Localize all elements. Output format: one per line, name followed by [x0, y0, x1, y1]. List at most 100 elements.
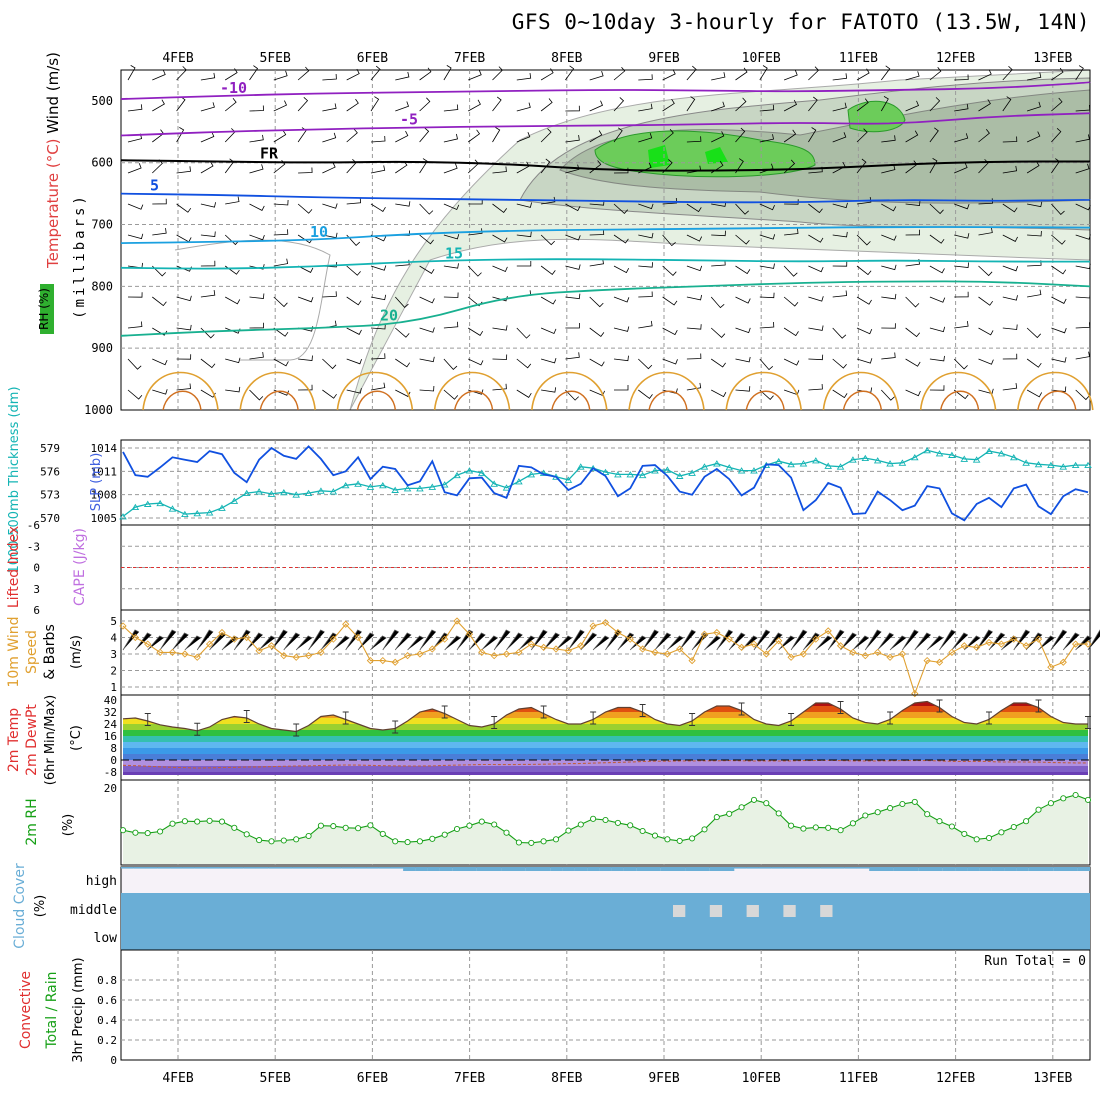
- wind-barb: [419, 234, 434, 245]
- wind-barb: [419, 385, 435, 392]
- rh-point: [515, 839, 522, 846]
- wind10m-point: [775, 637, 783, 645]
- isotherm-label: FR: [260, 144, 279, 162]
- wind-barb: [1075, 163, 1090, 174]
- wind-barb: [929, 158, 938, 174]
- wind-barb: [711, 389, 727, 398]
- rh-point: [1060, 795, 1067, 802]
- temp-units: (°C): [69, 725, 84, 751]
- temp-minmax-bar: [788, 713, 795, 726]
- thickness-point: [614, 471, 622, 478]
- wind-barb: [249, 65, 259, 81]
- wind-barb: [1026, 389, 1043, 398]
- wind-barb: [370, 294, 387, 301]
- wind-barb: [589, 100, 604, 112]
- thickness-point: [737, 467, 746, 474]
- temp-ylabel-b: 2m DewPt: [24, 704, 40, 776]
- wind-barb: [273, 130, 287, 143]
- cloud-high-cell: [881, 867, 894, 871]
- wind-barb: [224, 234, 240, 246]
- upper-air-ylabel: Temperature (°C) Wind (m/s): [44, 52, 62, 269]
- wind-barb: [1002, 383, 1018, 391]
- wind-barb: [711, 101, 725, 112]
- wind10m-barb: [308, 629, 325, 651]
- wind10m-barb: [840, 632, 857, 651]
- rh-point: [355, 825, 362, 832]
- wind-barb: [978, 358, 994, 365]
- cloud-high-cell: [648, 867, 661, 871]
- temp-tick: 32: [104, 706, 117, 719]
- wind10m-point: [626, 635, 634, 643]
- wind10m-barb: [926, 635, 944, 651]
- wind-barb: [298, 384, 313, 391]
- wind10m-point: [515, 648, 523, 656]
- rh-point: [614, 819, 621, 826]
- wind-barb: [1051, 327, 1067, 334]
- wind-barb: [1075, 351, 1090, 360]
- wind-barb: [735, 203, 749, 215]
- thickness-point: [985, 447, 993, 455]
- rh-point: [639, 827, 646, 835]
- wind10m-barb: [1075, 635, 1092, 651]
- thickness-point: [911, 453, 919, 461]
- wind-barb: [710, 296, 725, 309]
- wind-barb: [346, 265, 361, 276]
- wind-barb: [905, 327, 921, 338]
- wind-barb: [322, 291, 337, 298]
- thickness-point: [490, 480, 498, 487]
- wind-barb: [565, 234, 581, 241]
- cloud-high-cell: [942, 867, 956, 871]
- wind-barb: [881, 352, 896, 360]
- temp-contour-25: [1017, 371, 1094, 411]
- wind10m-barb: [518, 635, 536, 651]
- thickness-point: [750, 467, 758, 474]
- wind-barb: [1026, 101, 1041, 112]
- thickness-point: [477, 469, 486, 476]
- rh-point: [973, 836, 980, 843]
- wind10m-barb: [370, 635, 387, 651]
- wind-barb: [954, 321, 969, 329]
- wind-barb: [297, 265, 314, 273]
- wind10m-barb: [444, 635, 461, 651]
- rh-point: [750, 796, 758, 803]
- thickness-point: [725, 464, 734, 471]
- isotherm-20: [120, 280, 1091, 337]
- cloud-high-cell: [292, 867, 306, 869]
- wind-barb: [638, 320, 653, 329]
- wind10m-barb: [592, 635, 610, 651]
- wind-barb: [249, 234, 265, 241]
- cloud-high-cell: [206, 867, 220, 869]
- pressure-tick: 800: [91, 279, 113, 293]
- thickness-point: [601, 468, 610, 476]
- wind-barb: [565, 135, 580, 143]
- wind-barb: [370, 96, 380, 112]
- rh-point: [862, 812, 869, 819]
- wind-barb: [832, 102, 847, 112]
- wind-barb: [638, 103, 653, 112]
- rh-point: [466, 822, 473, 829]
- precip-tick: 0.2: [97, 1034, 117, 1047]
- wind10m-barb: [469, 632, 486, 651]
- wind10m-point: [267, 642, 276, 650]
- cloud-high-cell: [464, 867, 477, 871]
- isotherm--5: [120, 112, 1091, 137]
- rh-point: [157, 828, 164, 835]
- temp-ylabel-b-part-0: 2m DewPt: [24, 704, 40, 776]
- lifted-index-ylabel: Lifted Index: [6, 526, 22, 608]
- wind-barb: [322, 389, 337, 399]
- wind-barb: [249, 264, 265, 270]
- wind-barb: [200, 72, 216, 81]
- wind-barb: [492, 66, 503, 81]
- rh-point: [664, 836, 671, 843]
- cloud-ylabel-part-0: Cloud Cover: [12, 863, 28, 949]
- wind10m-point: [131, 633, 140, 642]
- wind10m-point: [676, 645, 684, 653]
- wind10m-point: [1010, 635, 1018, 643]
- wind-barb: [395, 389, 411, 397]
- temp-band: [123, 754, 1088, 760]
- wind10m-point: [1047, 663, 1055, 671]
- wind-barb: [638, 232, 654, 239]
- date-label-bottom: 10FEB: [742, 1071, 781, 1086]
- thickness-point: [242, 489, 251, 497]
- wind-barb: [784, 228, 799, 236]
